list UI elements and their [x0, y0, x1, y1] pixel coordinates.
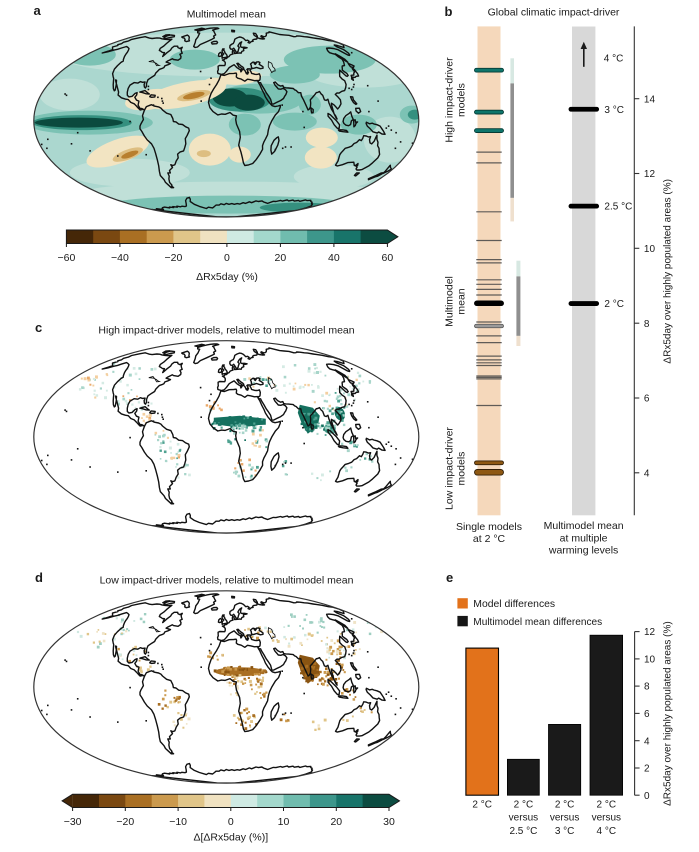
- svg-text:20: 20: [330, 816, 342, 828]
- svg-text:14: 14: [644, 94, 656, 105]
- svg-text:0: 0: [228, 816, 234, 828]
- svg-text:10: 10: [278, 816, 290, 828]
- svg-text:Global climatic impact-driver: Global climatic impact-driver: [488, 7, 620, 19]
- svg-text:Multimodel: Multimodel: [444, 276, 456, 327]
- svg-text:2.5 °C: 2.5 °C: [509, 826, 537, 837]
- svg-text:4 °C: 4 °C: [604, 53, 624, 64]
- svg-text:10: 10: [644, 244, 656, 255]
- svg-text:models: models: [456, 452, 468, 486]
- svg-text:versus: versus: [509, 813, 538, 824]
- svg-text:−40: −40: [111, 252, 129, 264]
- svg-text:−20: −20: [164, 252, 182, 264]
- svg-text:40: 40: [328, 252, 340, 264]
- svg-text:e: e: [446, 570, 453, 585]
- svg-text:30: 30: [383, 816, 395, 828]
- svg-text:d: d: [35, 570, 43, 585]
- svg-text:ΔRx5day over highly populated: ΔRx5day over highly populated areas (%): [663, 179, 674, 364]
- svg-text:10: 10: [644, 655, 656, 666]
- svg-text:0: 0: [224, 252, 230, 264]
- svg-text:Low impact-driver models, rela: Low impact-driver models, relative to mu…: [100, 575, 354, 587]
- svg-text:4: 4: [644, 468, 650, 479]
- svg-text:6: 6: [644, 709, 650, 720]
- svg-text:8: 8: [644, 319, 650, 330]
- svg-text:3 °C: 3 °C: [604, 105, 624, 116]
- svg-text:8: 8: [644, 682, 650, 693]
- svg-text:2 °C: 2 °C: [597, 799, 617, 810]
- svg-text:4 °C: 4 °C: [597, 826, 617, 837]
- svg-text:Multimodel mean: Multimodel mean: [187, 9, 266, 20]
- svg-text:4: 4: [644, 736, 650, 747]
- svg-text:2 °C: 2 °C: [555, 799, 575, 810]
- svg-text:−60: −60: [57, 252, 75, 264]
- svg-text:60: 60: [382, 252, 394, 264]
- svg-text:20: 20: [275, 252, 287, 264]
- svg-text:Single models: Single models: [456, 521, 522, 533]
- svg-text:at multiple: at multiple: [560, 533, 608, 545]
- svg-text:a: a: [34, 3, 42, 18]
- svg-text:−10: −10: [169, 816, 187, 828]
- svg-text:Model differences: Model differences: [473, 599, 555, 610]
- svg-text:at 2 °C: at 2 °C: [473, 533, 506, 545]
- svg-text:2 °C: 2 °C: [604, 299, 624, 310]
- svg-text:−30: −30: [64, 816, 82, 828]
- svg-text:models: models: [456, 83, 468, 117]
- svg-text:Multimodel mean: Multimodel mean: [544, 520, 624, 532]
- svg-text:b: b: [445, 4, 453, 19]
- svg-text:0: 0: [644, 791, 650, 802]
- svg-text:c: c: [35, 320, 42, 335]
- svg-text:Multimodel mean differences: Multimodel mean differences: [473, 617, 602, 628]
- svg-text:Δ[ΔRx5day (%)]: Δ[ΔRx5day (%)]: [193, 832, 268, 844]
- svg-text:ΔRx5day over highly populated: ΔRx5day over highly populated areas (%): [663, 621, 674, 806]
- svg-text:ΔRx5day (%): ΔRx5day (%): [196, 271, 258, 283]
- svg-text:versus: versus: [592, 813, 621, 824]
- svg-text:2 °C: 2 °C: [514, 799, 534, 810]
- svg-text:12: 12: [644, 627, 656, 638]
- svg-text:High impact-driver models, rel: High impact-driver models, relative to m…: [98, 325, 354, 337]
- svg-text:6: 6: [644, 394, 650, 405]
- svg-text:2: 2: [644, 764, 650, 775]
- svg-text:12: 12: [644, 169, 656, 180]
- svg-text:warming levels: warming levels: [548, 545, 618, 557]
- svg-text:−20: −20: [116, 816, 134, 828]
- svg-text:mean: mean: [456, 288, 468, 314]
- svg-text:2 °C: 2 °C: [472, 799, 492, 810]
- svg-text:versus: versus: [550, 813, 579, 824]
- svg-text:Low impact-driver: Low impact-driver: [444, 427, 456, 510]
- svg-text:High impact-driver: High impact-driver: [444, 57, 456, 143]
- svg-text:2.5 °C: 2.5 °C: [604, 202, 632, 213]
- svg-text:3 °C: 3 °C: [555, 826, 575, 837]
